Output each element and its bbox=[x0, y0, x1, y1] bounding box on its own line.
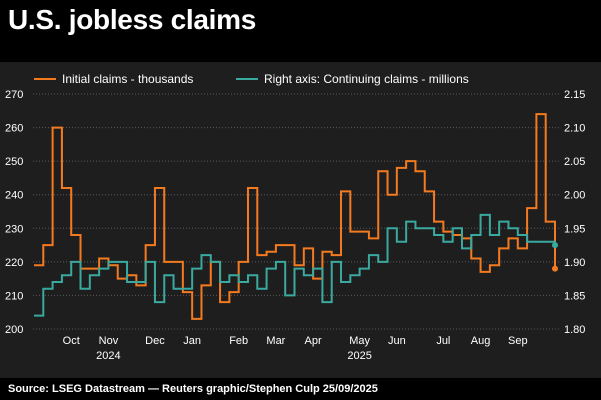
right-axis-tick-label: 1.95 bbox=[564, 223, 585, 235]
x-axis-month-label: Nov bbox=[99, 335, 119, 347]
x-axis-month-label: Apr bbox=[305, 335, 322, 347]
right-axis-tick-label: 2.00 bbox=[564, 190, 585, 202]
continuing-claims-end-marker bbox=[552, 242, 558, 249]
initial-claims-end-marker bbox=[552, 265, 558, 272]
left-axis-tick-label: 270 bbox=[5, 89, 23, 101]
continuing-claims-line bbox=[34, 213, 556, 317]
left-axis-tick-label: 240 bbox=[5, 190, 23, 202]
x-axis-year-label: 2024 bbox=[96, 350, 120, 362]
right-axis-tick-label: 2.15 bbox=[564, 89, 585, 101]
x-axis-month-label: Sep bbox=[508, 335, 528, 347]
x-axis-month-label: Jan bbox=[183, 335, 201, 347]
x-axis-month-label: Oct bbox=[63, 335, 80, 347]
x-axis-month-label: Mar bbox=[266, 335, 285, 347]
left-axis-tick-label: 200 bbox=[5, 324, 23, 336]
right-axis-tick-label: 1.85 bbox=[564, 290, 585, 302]
left-axis-tick-label: 210 bbox=[5, 290, 23, 302]
source-credit: Source: LSEG Datastream — Reuters graphi… bbox=[8, 383, 378, 395]
right-axis-tick-label: 1.90 bbox=[564, 257, 585, 269]
left-axis-tick-label: 230 bbox=[5, 223, 23, 235]
x-axis-month-label: Aug bbox=[471, 335, 491, 347]
line-chart: 200 210 220 230 240 250 260 270 1.80 1.85 1.90 1.95… bbox=[5, 72, 585, 362]
x-axis-month-label: Dec bbox=[145, 335, 165, 347]
chart-panel bbox=[0, 62, 601, 378]
x-axis-month-label: Jul bbox=[436, 335, 450, 347]
x-axis-month-label: May bbox=[349, 335, 370, 347]
left-axis-tick-label: 260 bbox=[5, 123, 23, 135]
x-axis-month-label: Jun bbox=[388, 335, 406, 347]
x-axis-year-label: 2025 bbox=[347, 350, 371, 362]
right-axis-tick-label: 2.10 bbox=[564, 123, 585, 135]
right-axis-tick-label: 1.80 bbox=[564, 324, 585, 336]
right-axis-tick-label: 2.05 bbox=[564, 156, 585, 168]
left-axis-tick-label: 220 bbox=[5, 257, 23, 269]
chart-title: U.S. jobless claims bbox=[8, 4, 256, 35]
x-axis-month-label: Feb bbox=[229, 335, 248, 347]
legend-label: Initial claims - thousands bbox=[62, 72, 193, 86]
left-axis-tick-label: 250 bbox=[5, 156, 23, 168]
legend-label: Right axis: Continuing claims - millions bbox=[264, 72, 469, 86]
